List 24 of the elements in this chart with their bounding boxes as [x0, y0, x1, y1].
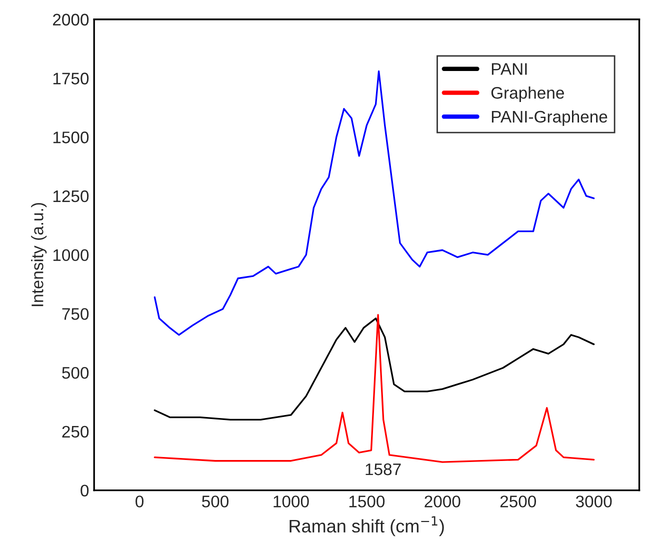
y-tick-label: 750 — [62, 308, 89, 320]
x-tick-label: 2000 — [424, 496, 460, 508]
y-tick-label: 1750 — [53, 72, 89, 84]
y-tick-label: 250 — [62, 426, 89, 438]
x-tick-label: 0 — [136, 496, 144, 508]
annotation: 1587 — [366, 463, 401, 476]
line-series — [154, 318, 595, 420]
x-tick-label: 1000 — [274, 496, 309, 508]
x-tick-label: 3000 — [576, 496, 612, 508]
y-tick-label: 2000 — [53, 14, 89, 26]
x-tick-label: 1500 — [349, 496, 385, 508]
legend-label: PANI — [492, 63, 527, 75]
y-tick-label: 1000 — [53, 249, 89, 262]
y-tick-label: 0 — [80, 484, 89, 496]
y-tick-label: 500 — [62, 366, 89, 379]
legend-label: Graphene — [491, 86, 564, 102]
x-tick-label: 2500 — [500, 496, 536, 508]
x-tick-label: 500 — [202, 496, 229, 508]
y-tick-label: 1500 — [53, 132, 89, 144]
y-axis-title: Intensity (a.u.) — [31, 203, 47, 306]
legend-label: PANI-Graphene — [492, 110, 608, 126]
x-axis-title: Raman shift (cm$^{−1}$) — [290, 516, 444, 536]
line-series — [154, 314, 595, 463]
y-tick-label: 1250 — [53, 190, 89, 202]
